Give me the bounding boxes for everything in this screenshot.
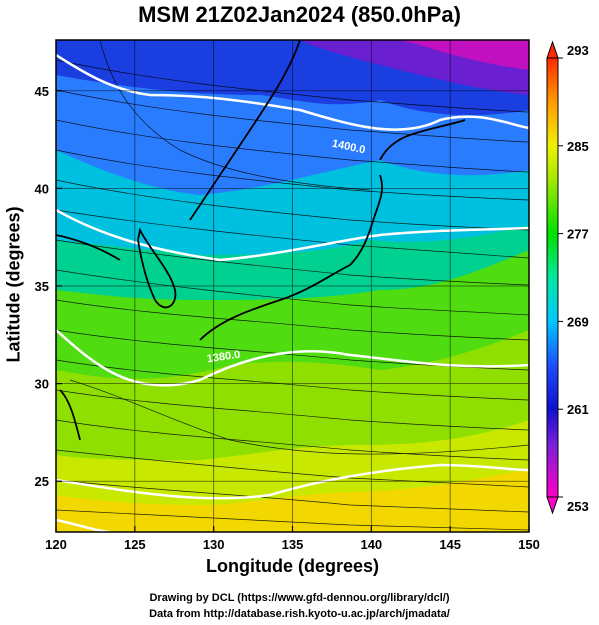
colorbar: 253 261 269 277 285 293	[546, 40, 589, 515]
y-tick-label: 40	[35, 181, 49, 196]
x-tick-label: 125	[124, 537, 146, 552]
y-tick-label: 25	[35, 474, 49, 489]
x-tick-label: 130	[203, 537, 225, 552]
y-tick-label: 35	[35, 279, 49, 294]
colorbar-tick-label: 269	[567, 314, 589, 329]
x-axis-label: Longitude (degrees)	[205, 556, 379, 576]
x-tick-label: 140	[360, 537, 382, 552]
y-axis-label: Latitude (degrees)	[3, 206, 24, 363]
y-tick-label: 45	[35, 84, 49, 99]
credit-line-1: Drawing by DCL (https://www.gfd-dennou.o…	[149, 592, 450, 604]
map-title: MSM 21Z02Jan2024 (850.0hPa)	[138, 2, 461, 27]
x-tick-label: 135	[282, 537, 304, 552]
colorbar-tick-label: 261	[567, 402, 589, 417]
colorbar-tick-label: 277	[567, 227, 589, 242]
colorbar-upper-arrow	[546, 40, 559, 59]
colorbar-gradient	[546, 57, 559, 498]
x-tick-label: 120	[45, 537, 67, 552]
colorbar-tick-label: 285	[567, 139, 589, 154]
credit-line-2: Data from http://database.rish.kyoto-u.a…	[149, 608, 450, 620]
colorbar-tick-label: 253	[567, 499, 589, 514]
longitude-axis: 120 125 130 135 140 145 150	[45, 526, 540, 552]
x-tick-label: 150	[518, 537, 540, 552]
contour-label-1380: 1380.0	[206, 349, 241, 366]
colorbar-tick-label: 293	[567, 43, 589, 58]
y-tick-label: 30	[35, 377, 49, 392]
latitude-axis: 25 30 35 40 45	[35, 84, 62, 489]
colorbar-lower-arrow	[546, 496, 559, 515]
x-tick-label: 145	[439, 537, 461, 552]
